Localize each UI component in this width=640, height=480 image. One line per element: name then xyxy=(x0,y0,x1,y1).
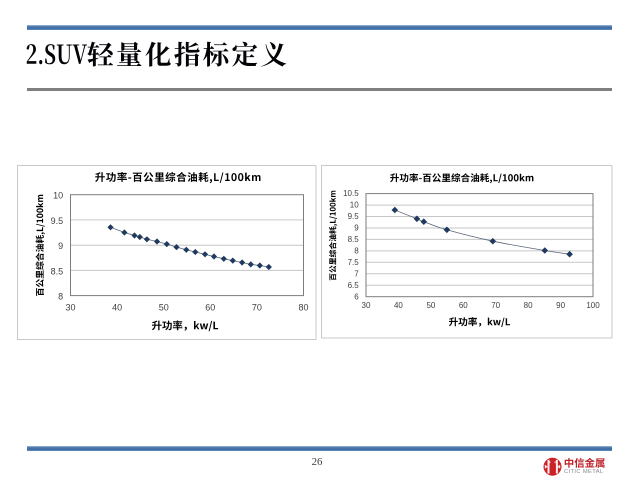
svg-text:10: 10 xyxy=(350,201,359,210)
svg-text:7.5: 7.5 xyxy=(348,258,360,267)
svg-text:40: 40 xyxy=(112,302,122,312)
svg-text:90: 90 xyxy=(556,301,565,310)
svg-text:70: 70 xyxy=(252,302,262,312)
svg-text:CITIC METAL: CITIC METAL xyxy=(564,469,604,475)
svg-text:60: 60 xyxy=(205,302,215,312)
svg-text:60: 60 xyxy=(459,301,468,310)
svg-text:10.5: 10.5 xyxy=(343,189,359,198)
svg-text:30: 30 xyxy=(362,301,371,310)
svg-text:70: 70 xyxy=(491,301,500,310)
svg-text:8: 8 xyxy=(354,247,359,256)
svg-text:30: 30 xyxy=(65,302,75,312)
svg-text:9.5: 9.5 xyxy=(51,216,64,226)
svg-text:80: 80 xyxy=(298,302,308,312)
svg-text:9: 9 xyxy=(58,241,63,251)
svg-text:50: 50 xyxy=(426,301,435,310)
svg-text:8: 8 xyxy=(58,292,63,302)
svg-text:100: 100 xyxy=(586,301,600,310)
svg-text:7: 7 xyxy=(354,269,359,278)
svg-text:9.5: 9.5 xyxy=(348,212,360,221)
svg-text:50: 50 xyxy=(159,302,169,312)
svg-text:10: 10 xyxy=(53,191,63,201)
svg-text:80: 80 xyxy=(524,301,533,310)
svg-text:8.5: 8.5 xyxy=(348,235,360,244)
svg-text:8.5: 8.5 xyxy=(51,266,64,276)
svg-text:6.5: 6.5 xyxy=(348,281,360,290)
svg-text:40: 40 xyxy=(394,301,403,310)
svg-text:6: 6 xyxy=(354,292,359,301)
svg-text:9: 9 xyxy=(354,224,359,233)
